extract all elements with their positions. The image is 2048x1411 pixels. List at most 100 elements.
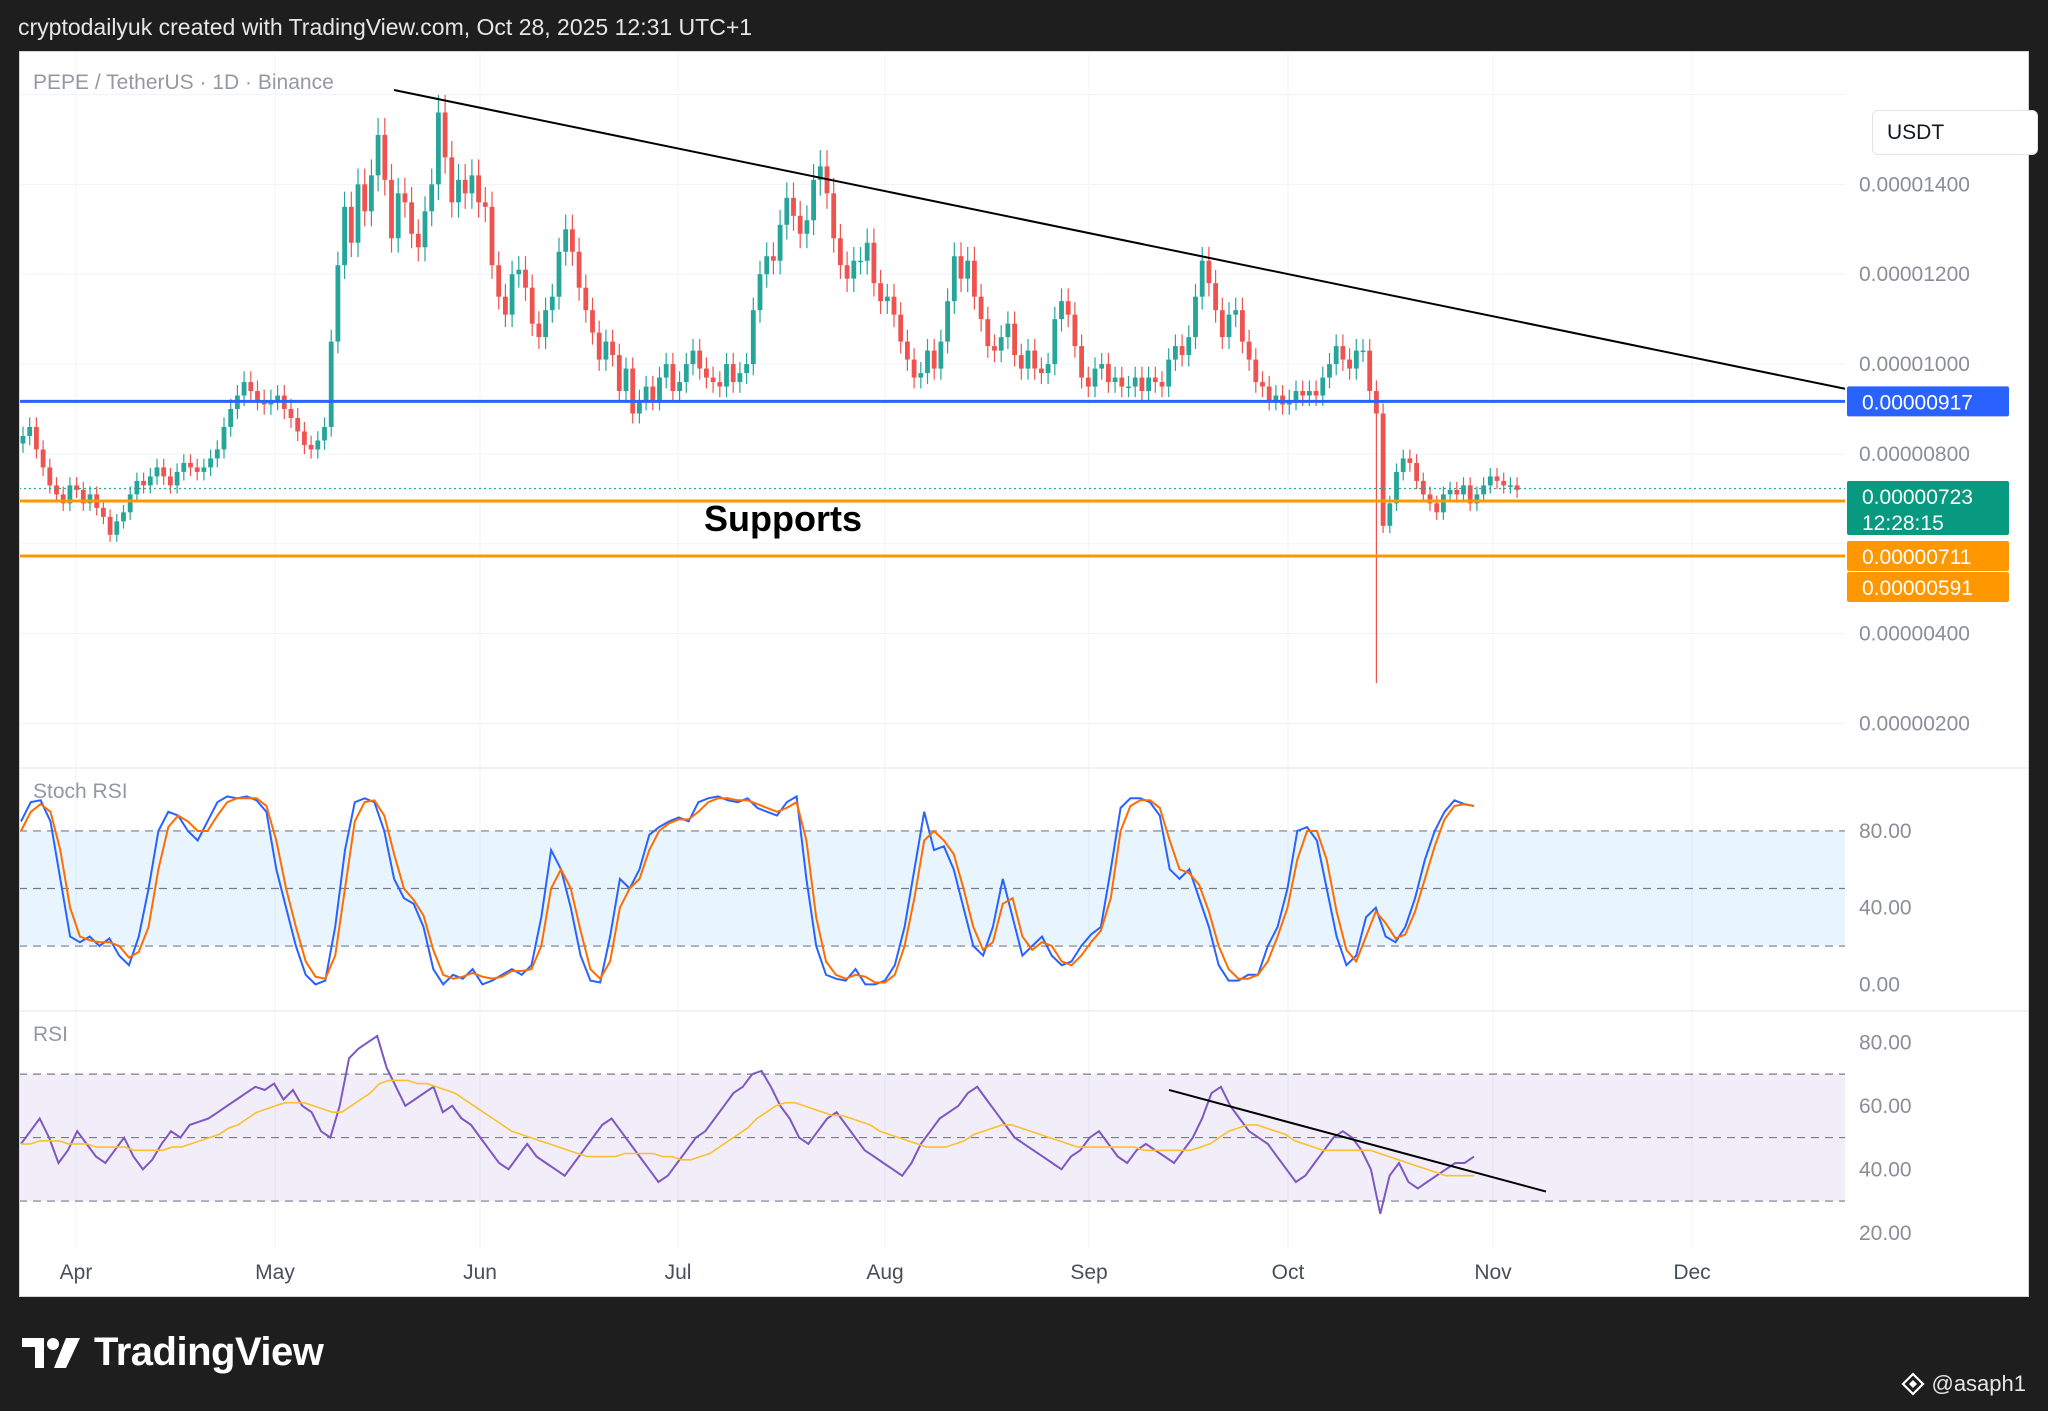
candle-body (1025, 350, 1031, 369)
candle-body (543, 310, 548, 338)
candle-body (750, 310, 756, 365)
candle-body (1454, 489, 1460, 495)
candle-body (154, 467, 160, 477)
candle-body (1240, 310, 1245, 342)
candle-body (449, 157, 455, 203)
candle-body (295, 417, 301, 432)
x-tick-label: Oct (1272, 1261, 1305, 1284)
candle-body (623, 368, 629, 392)
support-lower-price-label-bg (1847, 572, 2009, 602)
candle-body (1112, 377, 1118, 383)
candle-body (978, 296, 984, 320)
candle-body (864, 242, 870, 261)
candle-body (1394, 471, 1399, 504)
candle-body (288, 409, 294, 418)
candle-body (677, 382, 682, 392)
candle-body (201, 467, 207, 472)
candle-body (1065, 301, 1071, 315)
candle-body (476, 175, 481, 203)
candle-body (858, 260, 863, 263)
candle-body (1219, 310, 1225, 338)
candle-body (60, 494, 66, 504)
candle-body (717, 382, 723, 387)
candle-body (965, 260, 971, 279)
candle-body (1427, 494, 1433, 504)
candle-body (221, 426, 227, 450)
candle-body (737, 373, 743, 383)
candle-body (127, 494, 133, 513)
price-and-indicators-chart[interactable]: Apr May Jun Jul Aug Sep Oct Nov Dec 0.00001400 0.0… (19, 51, 2029, 1297)
candle-body (1173, 346, 1178, 360)
candle-body (382, 134, 388, 180)
candle-body (503, 296, 508, 315)
candle-body (1434, 503, 1440, 513)
candle-body (181, 462, 187, 472)
candle-body (791, 197, 796, 216)
y-tick-label: 0.00001000 (1859, 353, 1970, 376)
candle-body (1213, 283, 1218, 311)
candle-body (1146, 377, 1151, 392)
stoch-k-line (20, 794, 1475, 986)
candle-body (114, 521, 120, 535)
candle-body (1508, 485, 1513, 487)
candle-body (690, 350, 696, 365)
stoch-d-line (20, 797, 1475, 984)
candle-body (348, 206, 354, 243)
candle-body (1501, 480, 1507, 486)
rsi-y-tick-label: 40.00 (1859, 1158, 1912, 1181)
x-tick-label: Jun (463, 1261, 497, 1284)
candle-body (302, 431, 307, 445)
candle-body (757, 274, 763, 311)
candle-body (811, 179, 816, 221)
candle-body (328, 341, 334, 427)
candle-body (1199, 260, 1205, 297)
candle-body (817, 166, 823, 180)
candle-body (1347, 359, 1352, 369)
candle-body (1179, 346, 1185, 356)
rsi-ma-line (21, 1079, 1474, 1177)
rsi-trendline (1168, 1089, 1547, 1193)
candle-body (1233, 310, 1239, 315)
resistance-price-label-bg (1847, 386, 2009, 417)
y-tick-label: 0.00000200 (1859, 713, 1970, 736)
candle-body (375, 134, 381, 176)
candle-body (938, 341, 944, 369)
stoch-y-tick-label: 40.00 (1859, 897, 1912, 920)
candle-body (1273, 395, 1279, 401)
descending-trendline (393, 89, 1846, 390)
candle-body (697, 350, 703, 369)
candle-body (482, 202, 488, 207)
last-price-label-bg (1847, 481, 2009, 535)
candle-body (516, 269, 522, 275)
candle-body (871, 242, 877, 284)
candle-body (1407, 458, 1413, 463)
y-tick-label: 0.00001200 (1859, 263, 1970, 286)
candle-body (1474, 494, 1480, 504)
tradingview-brand: TradingView (22, 1330, 324, 1375)
rsi-y-tick-label: 60.00 (1859, 1095, 1912, 1118)
candle-body (657, 377, 662, 401)
x-tick-label: Dec (1673, 1261, 1710, 1284)
candle-body (838, 238, 843, 266)
candle-body (797, 215, 803, 234)
candle-body (1106, 364, 1111, 383)
candle-body (335, 265, 341, 342)
candle-body (1414, 462, 1419, 481)
currency-selector-button[interactable]: USDT (1872, 110, 2038, 155)
candle-body (369, 175, 374, 212)
candle-body (395, 193, 401, 239)
candle-body (918, 373, 924, 378)
candle-body (683, 364, 689, 383)
candle-body (87, 494, 93, 504)
candle-body (1186, 337, 1192, 356)
x-tick-label: Aug (866, 1261, 903, 1284)
candle-body (34, 426, 39, 450)
candle-body (402, 193, 408, 203)
candle-body (844, 265, 850, 279)
last-price-label: 12:28:15 (1862, 512, 1944, 535)
author-credit: @asaph1 (1901, 1371, 2026, 1397)
candle-body (1193, 296, 1198, 338)
candle-body (67, 485, 73, 504)
x-tick-label: Sep (1070, 1261, 1107, 1284)
chart-panel[interactable]: Apr May Jun Jul Aug Sep Oct Nov Dec 0.00001400 0.0… (19, 51, 2038, 1297)
